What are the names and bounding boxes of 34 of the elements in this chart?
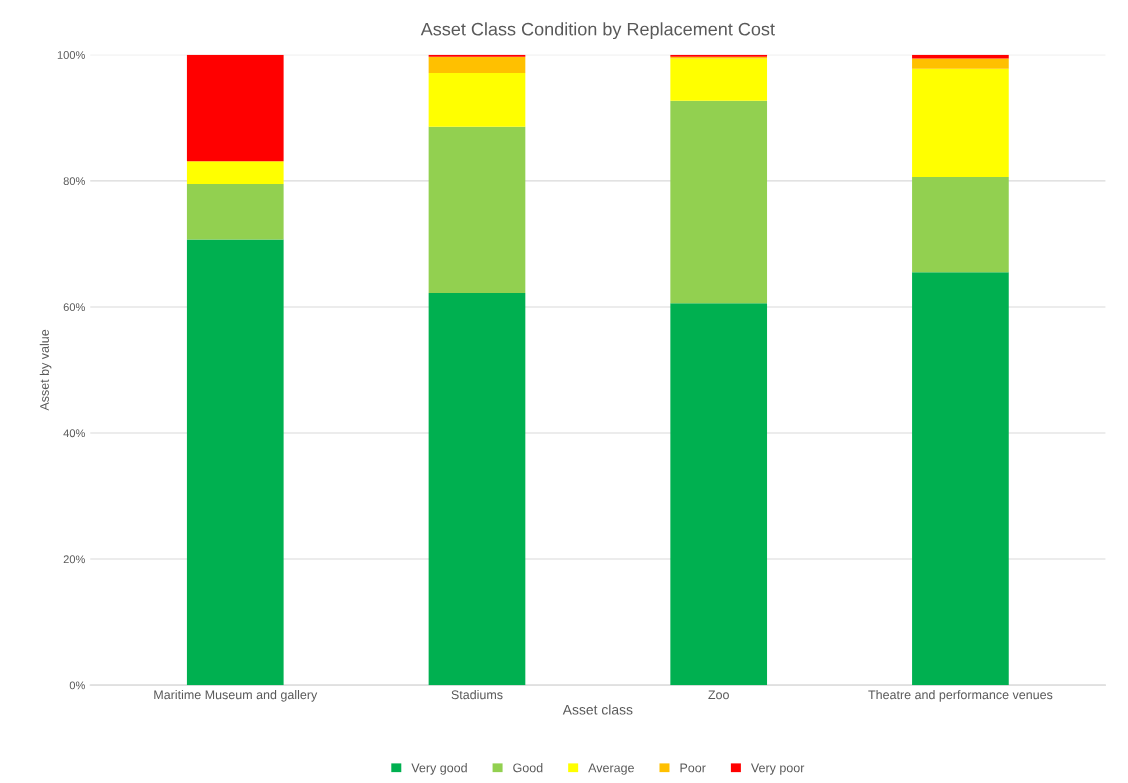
legend-label: Poor (680, 763, 706, 773)
x-tick-label: Maritime Museum and gallery (154, 689, 318, 702)
bar (428, 126, 526, 294)
bar (186, 161, 284, 185)
chart-title: Asset Class Condition by Replacement Cost (420, 22, 775, 40)
y-tick-label: 60% (63, 303, 85, 312)
x-tick-label: Stadiums (451, 689, 503, 700)
y-axis-title: Asset by value (39, 329, 52, 411)
legend-label: Very good (411, 763, 467, 775)
bar (912, 58, 1009, 69)
y-tick-label: 100% (57, 51, 85, 59)
bar (186, 184, 284, 240)
y-tick-label: 40% (63, 429, 85, 438)
bar (186, 54, 284, 162)
legend-label: Good (513, 763, 543, 773)
x-axis-title: Asset class (562, 704, 633, 715)
y-tick-label: 0% (69, 681, 85, 690)
legend-label: Average (588, 763, 634, 775)
bar (428, 56, 526, 74)
bar (912, 272, 1009, 686)
legend-label: Very poor (750, 763, 805, 775)
bar (186, 239, 284, 686)
bar (912, 54, 1009, 59)
bar (428, 293, 526, 686)
x-tick-label: Zoo (708, 690, 729, 700)
bar (428, 73, 526, 127)
bar (670, 303, 768, 686)
bar (912, 177, 1009, 273)
bar (670, 58, 768, 101)
y-tick-label: 20% (63, 555, 85, 564)
x-tick-label: Theatre and performance venues (868, 689, 1053, 702)
y-tick-label: 80% (63, 177, 85, 186)
bar (670, 100, 768, 304)
bar (912, 68, 1009, 178)
